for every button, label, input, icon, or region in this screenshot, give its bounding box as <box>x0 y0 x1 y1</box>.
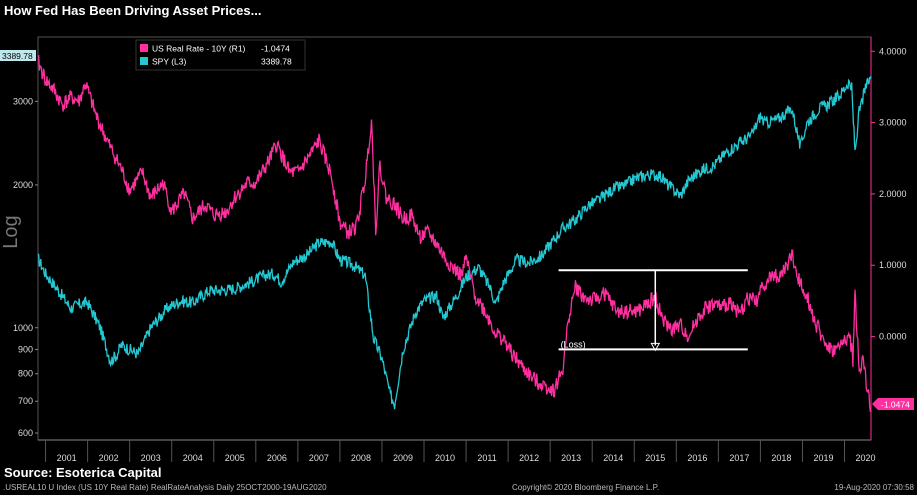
annotation-label: (Loss) <box>561 339 586 349</box>
left-tick-label: 700 <box>18 396 33 406</box>
legend-value-spy: 3389.78 <box>261 57 292 67</box>
x-tick-label: 2018 <box>771 453 791 463</box>
left-tick-label: 800 <box>18 369 33 379</box>
x-tick-label: 2013 <box>561 453 581 463</box>
right-tick-label: 4.0000 <box>879 46 907 56</box>
loss-annotation: (Loss) <box>558 269 748 352</box>
x-tick-label: 2014 <box>603 453 623 463</box>
x-tick-label: 2011 <box>477 453 496 463</box>
footer-timestamp: 19-Aug-2020 07:30:58 <box>834 483 914 492</box>
real-rate-series-line <box>37 54 872 413</box>
x-tick-label: 2009 <box>393 453 413 463</box>
right-tick-label: 0.0000 <box>879 332 907 342</box>
annotation-arrowhead <box>650 342 661 352</box>
footer-bar: .USREAL10 U Index (US 10Y Real Rate) Rea… <box>0 482 917 495</box>
real-rate-last-value-tag: -1.0474 <box>872 398 914 410</box>
x-tick-label: 2006 <box>267 453 287 463</box>
legend: US Real Rate - 10Y (R1) -1.0474 SPY (L3)… <box>135 39 306 71</box>
legend-value-real-rate: -1.0474 <box>261 44 290 54</box>
x-tick-label: 2019 <box>813 453 833 463</box>
real-rate-last-value-text: -1.0474 <box>881 400 910 410</box>
plot-area <box>37 36 872 441</box>
x-tick-label: 2002 <box>99 453 119 463</box>
x-tick-label: 2007 <box>309 453 329 463</box>
x-tick-label: 2003 <box>141 453 161 463</box>
footer-security-info: .USREAL10 U Index (US 10Y Real Rate) Rea… <box>3 483 327 492</box>
left-axis-label: Log <box>0 215 22 248</box>
left-tick-label: 900 <box>18 344 33 354</box>
spy-series-line <box>37 75 872 410</box>
x-tick-label: 2005 <box>225 453 245 463</box>
page-title: How Fed Has Been Driving Asset Prices... <box>4 3 262 18</box>
x-tick-label: 2016 <box>687 453 707 463</box>
right-tick-label: 2.0000 <box>879 189 907 199</box>
legend-swatch-real-rate <box>140 44 148 52</box>
x-tick-label: 2012 <box>519 453 539 463</box>
legend-label-spy: SPY (L3) <box>152 57 187 67</box>
source-credit: Source: Esoterica Capital <box>4 465 162 480</box>
legend-label-real-rate: US Real Rate - 10Y (R1) <box>152 44 246 54</box>
x-tick-label: 2004 <box>183 453 203 463</box>
x-tick-label: 2010 <box>435 453 455 463</box>
spy-last-value-tag: 3389.78 <box>0 50 36 61</box>
left-tick-label: 1000 <box>13 323 33 333</box>
legend-box <box>135 39 306 71</box>
legend-swatch-spy <box>140 57 148 65</box>
x-tick-label: 2020 <box>856 453 876 463</box>
x-tick-label: 2015 <box>645 453 665 463</box>
left-tick-label: 3000 <box>13 96 33 106</box>
left-tick-label: 2000 <box>13 180 33 190</box>
x-tick-label: 2001 <box>57 453 77 463</box>
right-tick-label: 1.0000 <box>879 260 907 270</box>
x-tick-label: 2008 <box>351 453 371 463</box>
footer-copyright: Copyright© 2020 Bloomberg Finance L.P. <box>512 483 660 492</box>
x-tick-label: 2017 <box>729 453 749 463</box>
right-tick-label: 3.0000 <box>879 118 907 128</box>
left-tick-label: 600 <box>18 428 33 438</box>
spy-last-value-text: 3389.78 <box>2 51 33 61</box>
